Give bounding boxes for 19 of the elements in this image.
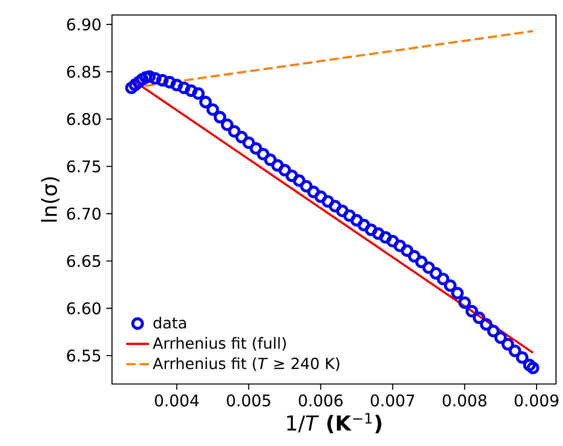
x-tick-label: 0.004 [154,394,199,407]
y-tick-label: 6.55 [67,350,100,362]
x-tick-label: 0.007 [370,394,414,407]
y-tick-label: 6.90 [67,18,101,31]
x-axis-title: 1/T (K$^{−1}$) [287,413,382,434]
y-tick-label: 6.60 [67,302,101,314]
y-tick-label: 6.75 [67,160,100,172]
y-tick-label: 6.80 [67,113,101,126]
legend-label: Arrhenius fit (T ≥ 240 K) [152,357,340,372]
x-tick-label: 0.008 [442,394,486,407]
x-tick-label: 0.009 [514,394,558,407]
legend-label: data [154,316,186,329]
legend-label: Arrhenius fit (full) [152,337,286,351]
y-tick-label: 6.85 [67,66,100,78]
y-axis-title: ln(σ) [41,177,60,222]
x-tick-label: 0.005 [226,394,270,407]
y-tick-label: 6.70 [67,208,101,220]
x-tick-label: 0.006 [298,394,343,407]
y-tick-label: 6.65 [67,254,100,268]
